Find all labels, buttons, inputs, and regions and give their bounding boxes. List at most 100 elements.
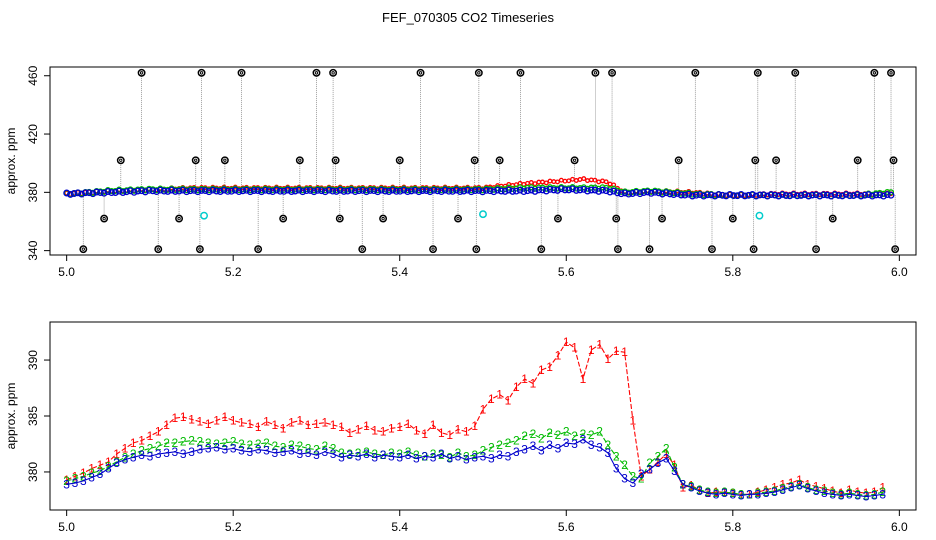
series-3-marker: 3: [663, 452, 670, 466]
series-3-point: [763, 192, 771, 200]
series-1-marker: 1: [788, 476, 795, 490]
series-3-marker: 3: [122, 453, 129, 467]
series-1-point: [581, 176, 587, 182]
series-3-point: [213, 187, 220, 195]
top-marks: [63, 68, 900, 254]
series-3-marker: 3: [321, 445, 328, 459]
series-3-point: [269, 188, 277, 196]
series-1-marker: 1: [205, 417, 212, 431]
series-3-point: [100, 189, 108, 197]
series-2-marker: 2: [563, 425, 570, 439]
series-3-point: [171, 187, 179, 195]
series-1-point: [525, 180, 530, 186]
outlier-point: [612, 214, 621, 223]
outlier-point-core: [119, 158, 123, 162]
series-3-marker: 3: [630, 476, 637, 490]
series-3-point: [546, 185, 554, 193]
top-x-tick-label: 5.2: [225, 265, 242, 279]
series-3-point: [827, 192, 835, 200]
series-3-marker: 3: [313, 448, 320, 462]
series-3-marker: 3: [455, 449, 462, 463]
series-3-point: [246, 188, 254, 196]
outlier-point-core: [256, 247, 260, 251]
series-3-point: [63, 189, 71, 197]
series-1-marker: 1: [197, 415, 204, 429]
series-3-marker: 3: [613, 462, 620, 476]
outlier-point-core: [660, 216, 664, 221]
series-1-marker: 1: [530, 377, 537, 391]
series-2-marker: 2: [438, 448, 445, 462]
series-1-marker: 1: [222, 410, 229, 424]
series-1-marker: 1: [779, 477, 786, 491]
series-3-point: [186, 187, 194, 195]
series-3-marker: 3: [513, 445, 520, 459]
series-3-point: [228, 187, 235, 195]
series-3-point: [486, 187, 494, 195]
series-3-marker: 3: [696, 484, 703, 498]
series-1-point: [540, 179, 545, 185]
series-1-point: [588, 177, 594, 183]
series-3-point: [258, 188, 265, 196]
series-3-point: [808, 191, 816, 199]
series-3-marker: 3: [388, 449, 395, 463]
series-3-point: [385, 188, 393, 195]
series-3-point: [520, 188, 528, 196]
series-3-marker: 3: [263, 444, 270, 458]
series-3-point: [299, 188, 307, 196]
outlier-point-core: [81, 247, 85, 251]
series-3-point: [640, 189, 648, 196]
series-3-marker: 3: [838, 488, 845, 502]
series-2-point: [599, 184, 606, 191]
series-3-point: [111, 189, 119, 196]
series-2-marker: 2: [63, 474, 70, 488]
series-3-point: [524, 187, 531, 195]
series-3-marker: 3: [804, 482, 811, 496]
series-3-point: [681, 191, 689, 199]
series-3-marker: 3: [305, 446, 312, 460]
series-3-point: [745, 191, 753, 199]
series-2-marker: 2: [555, 428, 562, 442]
series-2-marker: 2: [72, 472, 79, 486]
series-1-marker: 1: [138, 434, 145, 448]
series-3-point: [602, 187, 610, 195]
series-3-point: [662, 189, 670, 197]
series-2-marker: 2: [455, 446, 462, 460]
series-3-point: [610, 187, 618, 195]
series-1-marker: 1: [471, 419, 478, 433]
series-3-marker: 3: [380, 448, 387, 462]
series-3-point: [389, 186, 397, 194]
series-3-point: [557, 185, 565, 193]
series-1-marker: 1: [680, 481, 687, 495]
series-2-marker: 2: [804, 481, 811, 495]
series-2-marker: 2: [205, 436, 212, 450]
series-1-marker: 1: [546, 360, 553, 374]
outlier-point-core: [731, 216, 735, 221]
series-2-marker: 2: [147, 441, 154, 455]
series-2-marker: 2: [704, 485, 711, 499]
series-2-marker: 2: [613, 449, 620, 463]
flag-point: [200, 211, 208, 220]
series-1-marker: 1: [230, 413, 237, 427]
series-3-point: [464, 186, 472, 194]
outlier-point-core: [756, 71, 760, 75]
series-1-marker: 1: [255, 420, 262, 434]
series-2-marker: 2: [222, 436, 229, 450]
series-2-marker: 2: [330, 441, 337, 455]
series-3-point: [347, 186, 355, 194]
series-3-marker: 3: [871, 488, 878, 502]
series-3-point: [711, 192, 719, 200]
series-3-point: [295, 186, 303, 194]
series-3-marker: 3: [555, 441, 562, 455]
series-3-marker: 3: [821, 486, 828, 500]
series-1-marker: 1: [305, 418, 312, 432]
series-1-marker: 1: [430, 418, 437, 432]
series-3-point: [666, 190, 674, 198]
series-2-marker: 2: [655, 449, 662, 463]
series-1-marker: 1: [588, 343, 595, 357]
outlier-point: [613, 245, 622, 254]
series-3-point: [145, 186, 153, 194]
outlier-point-core: [710, 247, 714, 251]
series-1-point: [562, 178, 568, 184]
series-2-marker: 2: [571, 429, 578, 443]
series-3-point: [460, 187, 468, 195]
